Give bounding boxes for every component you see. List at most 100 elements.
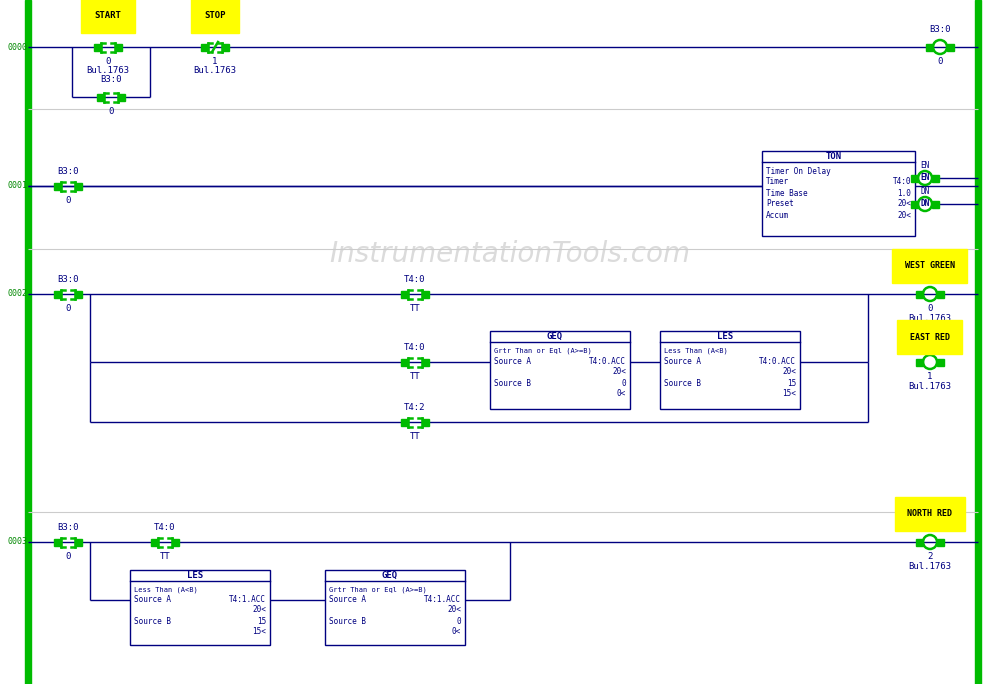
Bar xyxy=(54,183,61,189)
Bar xyxy=(118,94,125,101)
Text: Time Base: Time Base xyxy=(766,189,808,198)
Text: T4:1.ACC: T4:1.ACC xyxy=(229,596,266,605)
Bar xyxy=(932,174,939,181)
Text: 20<: 20< xyxy=(897,200,911,209)
Text: 0003: 0003 xyxy=(8,538,28,547)
Text: Source A: Source A xyxy=(664,356,701,365)
Text: 1.0: 1.0 xyxy=(897,189,911,198)
Text: Bul.1763: Bul.1763 xyxy=(193,66,236,75)
Text: EN: EN xyxy=(920,174,930,183)
Text: 0000: 0000 xyxy=(8,42,28,51)
Bar xyxy=(932,200,939,207)
Bar xyxy=(926,44,933,51)
Text: LES: LES xyxy=(187,571,203,580)
Text: DN: DN xyxy=(920,187,930,196)
Text: LES: LES xyxy=(717,332,733,341)
Bar xyxy=(422,358,429,365)
Bar xyxy=(222,44,229,51)
Bar xyxy=(762,151,915,236)
Text: Timer On Delay: Timer On Delay xyxy=(766,166,831,176)
Bar xyxy=(401,419,408,425)
Text: 1: 1 xyxy=(212,57,217,66)
Text: 20<: 20< xyxy=(447,605,461,614)
Text: 20<: 20< xyxy=(612,367,626,376)
Text: T4:0: T4:0 xyxy=(404,343,426,352)
Bar xyxy=(937,291,944,298)
Bar xyxy=(916,291,923,298)
Bar xyxy=(25,0,31,684)
Text: Source B: Source B xyxy=(134,618,171,627)
Bar xyxy=(947,44,954,51)
Text: NORTH RED: NORTH RED xyxy=(907,510,953,518)
Text: TT: TT xyxy=(409,432,421,441)
Text: 0: 0 xyxy=(622,378,626,388)
Text: 15<: 15< xyxy=(253,627,266,637)
Bar xyxy=(201,44,208,51)
Text: WEST GREEN: WEST GREEN xyxy=(905,261,955,270)
Text: 20<: 20< xyxy=(253,605,266,614)
Bar xyxy=(75,183,82,189)
Text: 2: 2 xyxy=(928,552,933,561)
Bar xyxy=(75,291,82,298)
Text: T4:0: T4:0 xyxy=(154,523,176,531)
Bar xyxy=(401,291,408,298)
Text: Bul.1763: Bul.1763 xyxy=(908,314,952,323)
Text: 0: 0 xyxy=(457,618,461,627)
Text: T4:0: T4:0 xyxy=(892,178,911,187)
Text: TT: TT xyxy=(409,304,421,313)
Text: 0001: 0001 xyxy=(8,181,28,191)
Text: O:0: O:0 xyxy=(921,343,938,352)
Text: GEQ: GEQ xyxy=(382,571,398,580)
Text: Less Than (A<B): Less Than (A<B) xyxy=(664,347,727,354)
Text: 0002: 0002 xyxy=(8,289,28,298)
Bar xyxy=(911,174,918,181)
Text: Accum: Accum xyxy=(766,211,789,220)
Text: TON: TON xyxy=(826,152,842,161)
Text: EAST RED: EAST RED xyxy=(910,332,950,341)
Text: TT: TT xyxy=(160,552,170,561)
Bar xyxy=(94,44,101,51)
Text: O:0: O:0 xyxy=(921,272,938,282)
Bar xyxy=(490,331,630,409)
Text: B3:0: B3:0 xyxy=(57,274,78,283)
Text: 0: 0 xyxy=(65,304,70,313)
Text: B3:0: B3:0 xyxy=(930,25,951,34)
Text: T4:1.ACC: T4:1.ACC xyxy=(424,596,461,605)
Bar xyxy=(916,538,923,546)
Text: Timer: Timer xyxy=(766,178,789,187)
Text: 0: 0 xyxy=(938,57,943,66)
Text: Source B: Source B xyxy=(664,378,701,388)
Text: InstrumentationTools.com: InstrumentationTools.com xyxy=(330,240,690,268)
Bar xyxy=(975,0,981,684)
Text: 15: 15 xyxy=(787,378,796,388)
Bar xyxy=(911,200,918,207)
Text: B3:0: B3:0 xyxy=(101,75,122,85)
Bar xyxy=(401,358,408,365)
Text: I:0: I:0 xyxy=(100,23,116,31)
Bar xyxy=(115,44,122,51)
Text: EN: EN xyxy=(920,161,930,170)
Bar xyxy=(937,538,944,546)
Text: 0<: 0< xyxy=(617,389,626,397)
Bar xyxy=(660,331,800,409)
Text: 15<: 15< xyxy=(782,389,796,397)
Text: Bul.1763: Bul.1763 xyxy=(908,562,952,571)
Bar xyxy=(151,538,158,546)
Bar xyxy=(422,419,429,425)
Bar xyxy=(422,291,429,298)
Text: T4:0: T4:0 xyxy=(404,274,426,283)
Text: Source B: Source B xyxy=(329,618,366,627)
Text: Less Than (A<B): Less Than (A<B) xyxy=(134,587,198,593)
Text: 0: 0 xyxy=(928,304,933,313)
Text: STOP: STOP xyxy=(204,10,225,20)
Text: B3:0: B3:0 xyxy=(57,166,78,176)
Text: Source A: Source A xyxy=(329,596,366,605)
Text: T4:0.ACC: T4:0.ACC xyxy=(759,356,796,365)
Text: Preset: Preset xyxy=(766,200,794,209)
Bar xyxy=(130,570,270,645)
Bar xyxy=(916,358,923,365)
Text: 0: 0 xyxy=(109,107,114,116)
Bar xyxy=(75,538,82,546)
Text: TT: TT xyxy=(409,372,421,381)
Text: T4:2: T4:2 xyxy=(404,402,426,412)
